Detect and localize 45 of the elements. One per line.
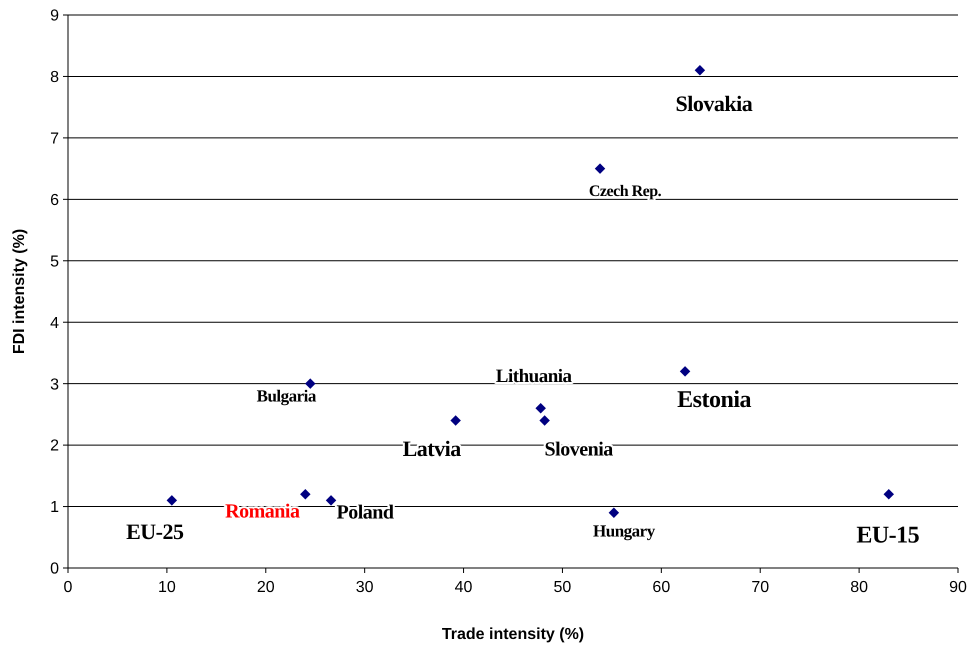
point <box>608 507 620 518</box>
y-tick-label: 6 <box>50 192 60 209</box>
annotation: EU-25 <box>126 519 184 544</box>
annotation: Slovenia <box>544 438 614 461</box>
point <box>305 378 316 389</box>
x-tick-label: 10 <box>158 579 176 596</box>
annotation: Czech Rep. <box>588 183 662 200</box>
y-tick-label: 1 <box>50 499 60 516</box>
annotation: Lithuania <box>496 366 573 387</box>
x-axis-title: Trade intensity (%) <box>442 626 584 643</box>
point <box>694 65 706 76</box>
x-tick-label: 20 <box>256 579 275 596</box>
x-tick-label: 70 <box>751 579 770 596</box>
y-tick-label: 3 <box>50 376 60 394</box>
point <box>326 495 336 506</box>
x-tick-label: 30 <box>356 579 374 596</box>
x-tick-label: 60 <box>652 579 670 596</box>
point <box>594 163 606 174</box>
x-tick-label: 40 <box>454 579 473 596</box>
annotation: Romania <box>225 500 300 522</box>
annotation: Hungary <box>593 522 656 541</box>
y-tick-label: 9 <box>50 8 60 25</box>
annotation: Slovakia <box>676 91 753 116</box>
point <box>166 495 178 506</box>
point <box>535 403 546 414</box>
y-tick-label: 8 <box>50 69 60 86</box>
y-tick-label: 7 <box>50 130 60 148</box>
x-tick-label: 0 <box>64 579 73 596</box>
point <box>539 415 550 426</box>
point <box>884 489 894 500</box>
y-axis-title: FDI intensity (%) <box>11 228 28 354</box>
annotation: Poland <box>336 501 394 524</box>
point <box>680 366 690 377</box>
y-tick-label: 2 <box>50 438 60 455</box>
y-tick-label: 0 <box>50 560 60 578</box>
annotation: EU-15 <box>856 522 920 549</box>
x-tick-label: 50 <box>554 579 572 596</box>
annotation: Estonia <box>677 386 752 413</box>
x-tick-label: 80 <box>850 579 868 596</box>
annotation: Bulgaria <box>256 386 317 406</box>
y-tick-label: 4 <box>50 314 60 332</box>
y-tick-label: 5 <box>50 253 60 270</box>
point <box>450 415 461 426</box>
point <box>300 489 311 500</box>
x-tick-label: 90 <box>949 579 967 596</box>
